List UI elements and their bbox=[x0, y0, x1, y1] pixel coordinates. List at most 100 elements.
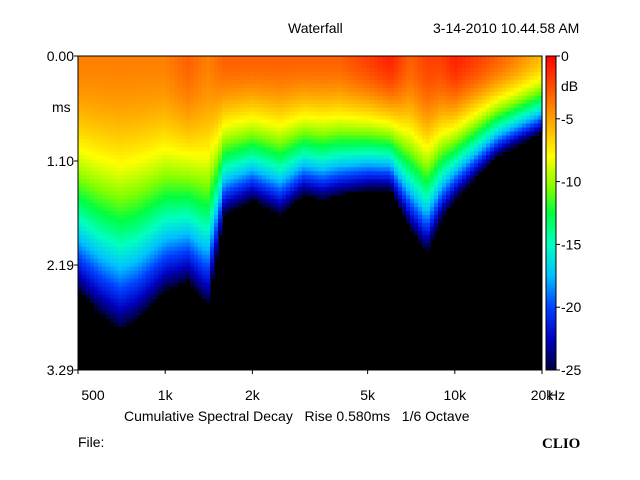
heatmap-cell bbox=[398, 87, 403, 93]
heatmap-cell bbox=[150, 254, 155, 260]
heatmap-cell bbox=[186, 274, 191, 280]
heatmap-cell bbox=[122, 179, 127, 184]
heatmap-cell bbox=[98, 294, 103, 300]
heatmap-cell bbox=[310, 107, 315, 113]
heatmap-cell bbox=[474, 99, 479, 105]
heatmap-cell bbox=[102, 254, 107, 260]
heatmap-cell bbox=[154, 222, 159, 228]
heatmap-cell bbox=[118, 254, 123, 260]
heatmap-cell bbox=[330, 191, 335, 196]
heatmap-cell bbox=[446, 75, 451, 81]
heatmap-cell bbox=[258, 56, 263, 61]
heatmap-cell bbox=[82, 131, 87, 137]
heatmap-cell bbox=[122, 211, 127, 216]
heatmap-cell bbox=[94, 123, 99, 129]
heatmap-cell bbox=[458, 147, 463, 152]
heatmap-cell bbox=[102, 71, 107, 77]
heatmap-cell bbox=[434, 115, 439, 121]
heatmap-cell bbox=[90, 56, 95, 61]
heatmap-cell bbox=[342, 67, 347, 73]
heatmap-cell bbox=[274, 79, 279, 85]
heatmap-cell bbox=[498, 119, 503, 125]
heatmap-column bbox=[482, 56, 487, 168]
heatmap-cell bbox=[246, 91, 251, 97]
heatmap-cell bbox=[206, 111, 211, 117]
heatmap-cell bbox=[254, 83, 259, 89]
heatmap-cell bbox=[146, 270, 151, 276]
heatmap-cell bbox=[102, 131, 107, 137]
heatmap-cell bbox=[354, 87, 359, 93]
heatmap-cell bbox=[86, 175, 91, 180]
heatmap-cell bbox=[210, 175, 215, 180]
heatmap-cell bbox=[202, 294, 207, 300]
heatmap-cell bbox=[150, 135, 155, 141]
heatmap-cell bbox=[354, 99, 359, 105]
heatmap-cell bbox=[414, 147, 419, 152]
heatmap-cell bbox=[434, 67, 439, 73]
heatmap-cell bbox=[310, 75, 315, 81]
heatmap-cell bbox=[194, 266, 199, 272]
heatmap-cell bbox=[78, 67, 83, 73]
heatmap-cell bbox=[474, 135, 479, 141]
heatmap-cell bbox=[378, 119, 383, 125]
heatmap-cell bbox=[306, 183, 311, 188]
heatmap-cell bbox=[230, 135, 235, 141]
heatmap-cell bbox=[222, 87, 227, 93]
heatmap-cell bbox=[158, 79, 163, 85]
heatmap-cell bbox=[486, 91, 491, 97]
heatmap-cell bbox=[494, 67, 499, 73]
heatmap-cell bbox=[266, 159, 271, 164]
heatmap-cell bbox=[258, 63, 263, 69]
heatmap-cell bbox=[238, 167, 243, 172]
heatmap-cell bbox=[350, 95, 355, 101]
heatmap-cell bbox=[186, 175, 191, 180]
heatmap-cell bbox=[506, 87, 511, 93]
heatmap-cell bbox=[194, 115, 199, 121]
heatmap-cell bbox=[86, 56, 91, 61]
heatmap-cell bbox=[142, 147, 147, 152]
heatmap-cell bbox=[390, 123, 395, 129]
heatmap-cell bbox=[470, 159, 475, 164]
heatmap-cell bbox=[194, 151, 199, 156]
heatmap-cell bbox=[258, 183, 263, 188]
heatmap-cell bbox=[230, 151, 235, 156]
heatmap-cell bbox=[170, 183, 175, 188]
heatmap-cell bbox=[194, 99, 199, 105]
heatmap-cell bbox=[334, 103, 339, 109]
heatmap-cell bbox=[358, 155, 363, 160]
heatmap-cell bbox=[146, 246, 151, 252]
heatmap-cell bbox=[174, 250, 179, 256]
heatmap-cell bbox=[522, 63, 527, 69]
heatmap-cell bbox=[114, 171, 119, 176]
heatmap-cell bbox=[178, 59, 183, 65]
heatmap-cell bbox=[254, 127, 259, 133]
heatmap-cell bbox=[422, 238, 427, 244]
heatmap-cell bbox=[134, 67, 139, 73]
heatmap-cell bbox=[438, 163, 443, 168]
heatmap-cell bbox=[350, 99, 355, 105]
heatmap-cell bbox=[410, 171, 415, 176]
heatmap-cell bbox=[170, 218, 175, 224]
heatmap-cell bbox=[122, 234, 127, 240]
heatmap-cell bbox=[162, 115, 167, 121]
heatmap-cell bbox=[370, 187, 375, 192]
heatmap-cell bbox=[174, 262, 179, 268]
heatmap-cell bbox=[358, 167, 363, 172]
heatmap-cell bbox=[234, 91, 239, 97]
heatmap-cell bbox=[294, 56, 299, 61]
heatmap-cell bbox=[90, 207, 95, 212]
heatmap-cell bbox=[110, 171, 115, 176]
heatmap-cell bbox=[338, 115, 343, 121]
heatmap-cell bbox=[254, 187, 259, 192]
heatmap-cell bbox=[106, 286, 111, 292]
heatmap-cell bbox=[206, 119, 211, 125]
heatmap-cell bbox=[418, 171, 423, 176]
heatmap-cell bbox=[286, 119, 291, 125]
heatmap-cell bbox=[266, 83, 271, 89]
heatmap-cell bbox=[502, 99, 507, 105]
heatmap-cell bbox=[194, 67, 199, 73]
heatmap-cell bbox=[158, 234, 163, 240]
heatmap-cell bbox=[510, 119, 515, 125]
heatmap-cell bbox=[282, 123, 287, 129]
heatmap-cell bbox=[438, 115, 443, 121]
